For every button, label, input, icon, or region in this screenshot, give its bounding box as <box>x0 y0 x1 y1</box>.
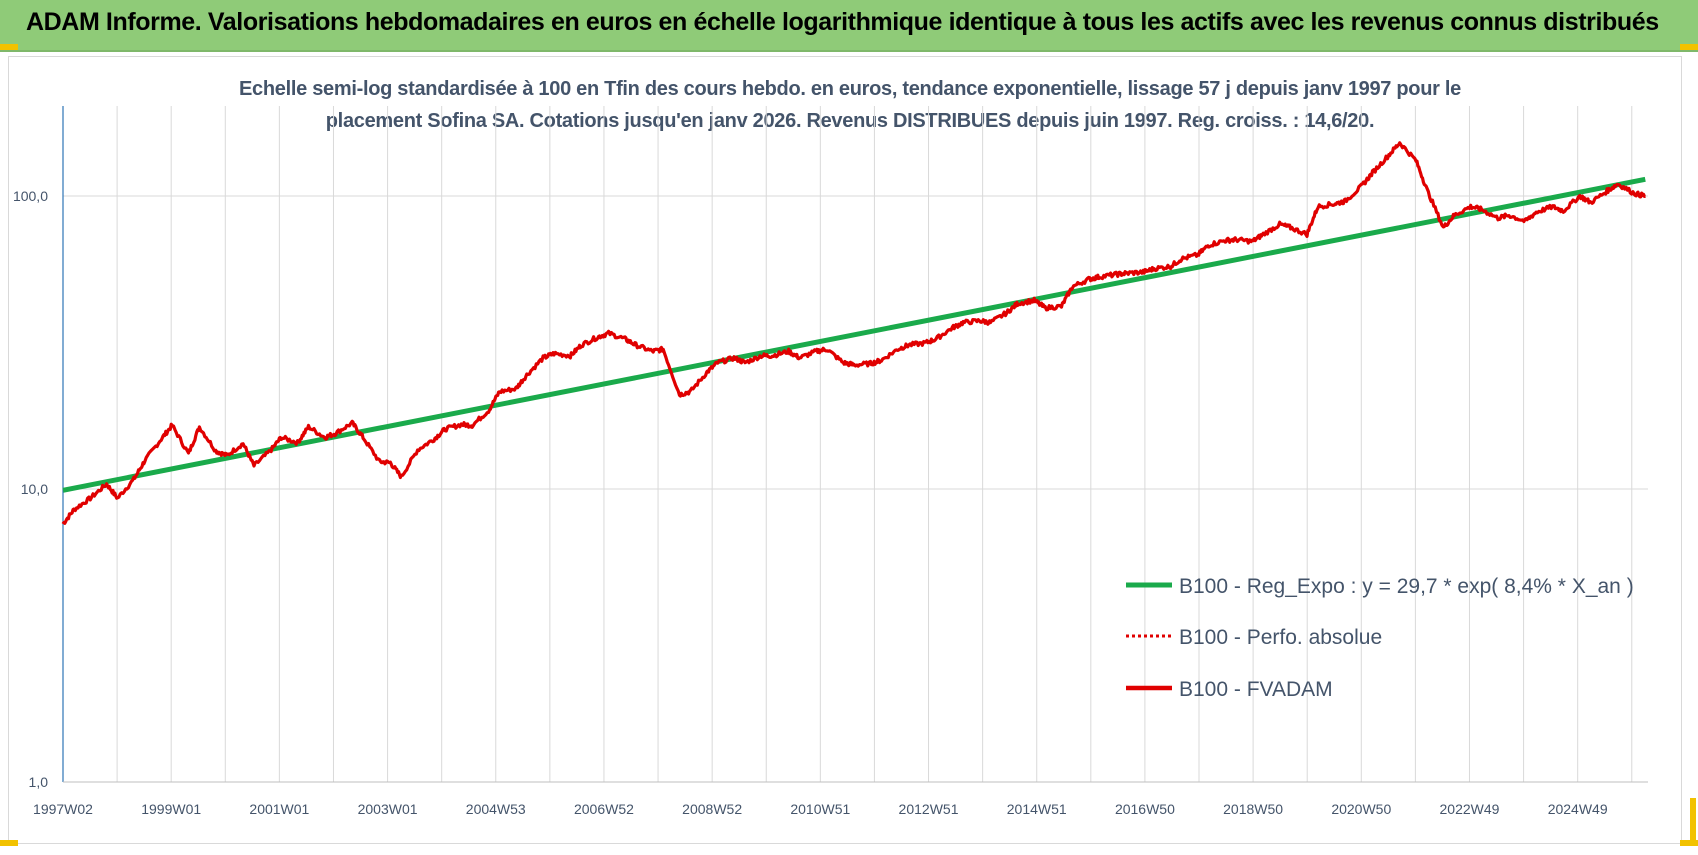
x-tick-label: 1997W02 <box>33 801 93 817</box>
x-tick-label: 2006W52 <box>574 801 634 817</box>
x-tick-label: 2022W49 <box>1440 801 1500 817</box>
corner-marker-top-left <box>0 44 18 50</box>
trend-line <box>62 176 1646 493</box>
x-tick-label: 2001W01 <box>249 801 309 817</box>
grid-lines <box>63 106 1648 783</box>
axes <box>62 106 1648 783</box>
legend: B100 - Reg_Expo : y = 29,7 * exp( 8,4% *… <box>1126 575 1634 701</box>
corner-marker-bottom-left <box>0 840 18 846</box>
x-tick-label: 2016W50 <box>1115 801 1175 817</box>
fvadam-line <box>61 141 1647 525</box>
y-tick-label: 10,0 <box>21 481 48 497</box>
x-tick-label: 2024W49 <box>1548 801 1608 817</box>
legend-label: B100 - Reg_Expo : y = 29,7 * exp( 8,4% *… <box>1179 575 1634 598</box>
corner-marker-bottom-right <box>1690 798 1696 846</box>
corner-marker-bottom-right-h <box>1680 840 1698 846</box>
y-tick-label: 100,0 <box>13 188 48 204</box>
chart-title-line-1: Echelle semi-log standardisée à 100 en T… <box>239 78 1461 100</box>
x-tick-label: 2020W50 <box>1331 801 1391 817</box>
report-title: ADAM Informe. Valorisations hebdomadaire… <box>26 8 1659 36</box>
x-tick-label: 2003W01 <box>358 801 418 817</box>
series-layer <box>61 141 1647 525</box>
legend-label: B100 - FVADAM <box>1179 678 1333 701</box>
report-banner <box>0 0 1698 52</box>
chart-title-line-2: placement Sofina SA. Cotations jusqu'en … <box>325 110 1375 132</box>
tick-labels: 1,0 10,0 100,0 1997W02 1999W01 2001W01 2003W01… <box>13 188 1608 817</box>
x-tick-label: 2012W51 <box>899 801 959 817</box>
legend-label: B100 - Perfo. absolue <box>1179 626 1382 649</box>
x-tick-label: 2004W53 <box>466 801 526 817</box>
x-tick-label: 2010W51 <box>790 801 850 817</box>
x-tick-label: 1999W01 <box>141 801 201 817</box>
x-tick-label: 2018W50 <box>1223 801 1283 817</box>
chart-frame <box>8 56 1682 844</box>
x-tick-label: 2014W51 <box>1007 801 1067 817</box>
corner-marker-top-right <box>1680 44 1698 50</box>
y-tick-label: 1,0 <box>29 774 49 790</box>
x-tick-label: 2008W52 <box>682 801 742 817</box>
